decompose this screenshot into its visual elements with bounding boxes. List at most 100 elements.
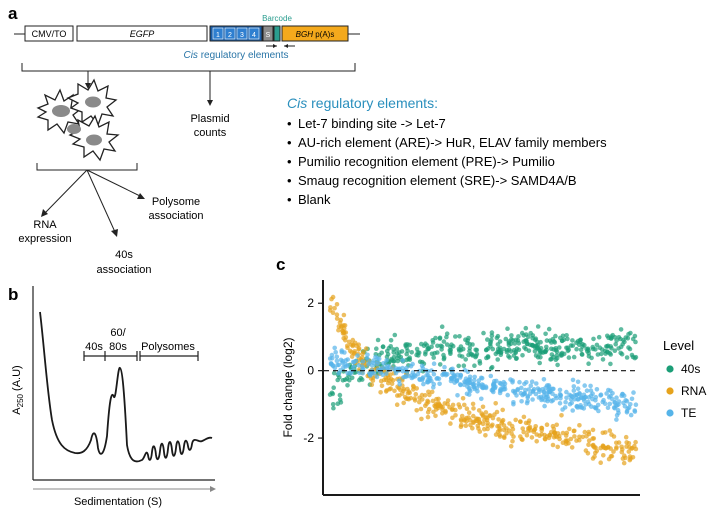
scatter-point-40s [574, 346, 579, 352]
scatter-point-te [374, 361, 380, 367]
scatter-point-rna [626, 441, 632, 446]
scatter-point-40s [435, 343, 440, 349]
scatter-point-40s [586, 350, 591, 356]
scatter-point-40s [426, 346, 431, 351]
scatter-point-rna [584, 434, 589, 439]
scatter-point-rna [453, 413, 458, 418]
scatter-point-rna [554, 422, 559, 428]
scatter-point-40s [612, 335, 618, 340]
scatter-point-te [471, 378, 477, 383]
scatter-point-te [512, 389, 518, 394]
scatter-point-te [519, 385, 524, 391]
scatter-point-40s [574, 340, 579, 346]
scatter-point-te [550, 386, 555, 392]
scatter-point-40s [498, 350, 504, 355]
scatter-point-te [520, 392, 525, 398]
scatter-point-rna [590, 427, 596, 433]
scatter-point-40s [622, 339, 627, 345]
scatter-point-rna [338, 317, 344, 323]
scatter-point-rna [334, 312, 340, 318]
legend-marker-rna [666, 387, 674, 395]
scatter-point-40s [430, 340, 436, 345]
scatter-point-40s [331, 405, 336, 411]
scatter-point-40s [596, 334, 602, 340]
scatter-point-rna [563, 438, 569, 443]
scatter-point-te [535, 386, 541, 391]
scatter-point-rna [378, 390, 383, 395]
scatter-point-te [616, 399, 622, 404]
scatter-point-te [575, 386, 581, 392]
scatter-point-te [527, 391, 533, 397]
scatter-point-rna [392, 388, 397, 394]
scatter-point-rna [582, 429, 588, 435]
site-2-label: 2 [228, 32, 232, 39]
scatter-point-40s [485, 337, 490, 342]
scatter-point-te [483, 384, 489, 390]
scatter-point-te [434, 376, 440, 381]
scatter-point-40s [625, 336, 631, 341]
scatter-point-rna [493, 401, 499, 406]
scatter-point-te [550, 397, 556, 403]
scatter-point-rna [462, 402, 467, 408]
scatter-point-rna [510, 438, 515, 444]
scatter-point-te [465, 369, 471, 375]
site-4-box [248, 27, 260, 40]
scatter-point-40s [613, 342, 618, 347]
scatter-point-te [616, 410, 621, 416]
scatter-point-40s [474, 351, 480, 357]
scatter-point-rna [447, 405, 452, 410]
profile-6080-label-top: 60/ [110, 327, 126, 339]
scatter-point-rna [500, 407, 506, 413]
scatter-point-40s [579, 352, 585, 357]
scatter-point-rna [509, 431, 514, 436]
scatter-point-te [393, 370, 399, 376]
scatter-point-40s [506, 340, 512, 346]
scatter-point-te [448, 378, 454, 384]
scatter-point-te [563, 399, 568, 405]
scatter-point-rna [496, 417, 501, 422]
scatter-point-40s [485, 354, 491, 359]
scatter-point-40s [505, 326, 510, 332]
forward-primer-arrowhead [273, 44, 277, 48]
scatter-point-te [360, 359, 366, 364]
scatter-point-te [557, 387, 563, 393]
scatter-point-rna [456, 402, 462, 407]
scatter-point-40s [594, 342, 600, 348]
scatter-point-rna [399, 391, 405, 396]
scatter-point-40s [600, 357, 606, 362]
scatter-point-te [491, 382, 497, 388]
scatter-point-te [455, 393, 460, 398]
scatter-point-te [421, 381, 426, 387]
scatter-point-te [410, 361, 415, 367]
scatter-point-rna [383, 389, 389, 394]
scatter-point-rna [569, 445, 575, 450]
scatter-point-40s [399, 349, 405, 354]
scatter-point-te [568, 396, 574, 402]
scatter-point-rna [609, 453, 615, 459]
scatter-point-rna [552, 430, 558, 435]
scatter-point-40s [630, 336, 636, 342]
scatter-point-rna [489, 423, 494, 429]
scatter-point-te [570, 408, 575, 413]
scatter-point-40s [512, 341, 518, 346]
scatter-point-rna [350, 337, 356, 343]
scatter-point-rna [332, 305, 337, 311]
scatter-point-rna [466, 410, 472, 416]
scatter-point-rna [627, 457, 633, 463]
scatter-point-te [400, 358, 406, 363]
scatter-point-te [502, 386, 508, 392]
arrow-rna-head [41, 209, 48, 217]
scatter-point-te [466, 377, 472, 383]
scatter-point-rna [356, 347, 361, 352]
scatter-point-rna [480, 404, 486, 410]
scatter-point-te [544, 392, 549, 398]
scatter-point-te [355, 353, 360, 358]
scatter-point-40s [609, 334, 614, 339]
scatter-point-rna [509, 423, 515, 429]
scatter-point-te [479, 384, 485, 390]
cell-nucleus-1 [52, 105, 70, 117]
scatter-point-40s [516, 334, 521, 339]
scatter-point-te [400, 365, 405, 371]
scatter-point-rna [504, 426, 509, 431]
cis-list-title: Cis regulatory elements: [287, 95, 438, 111]
